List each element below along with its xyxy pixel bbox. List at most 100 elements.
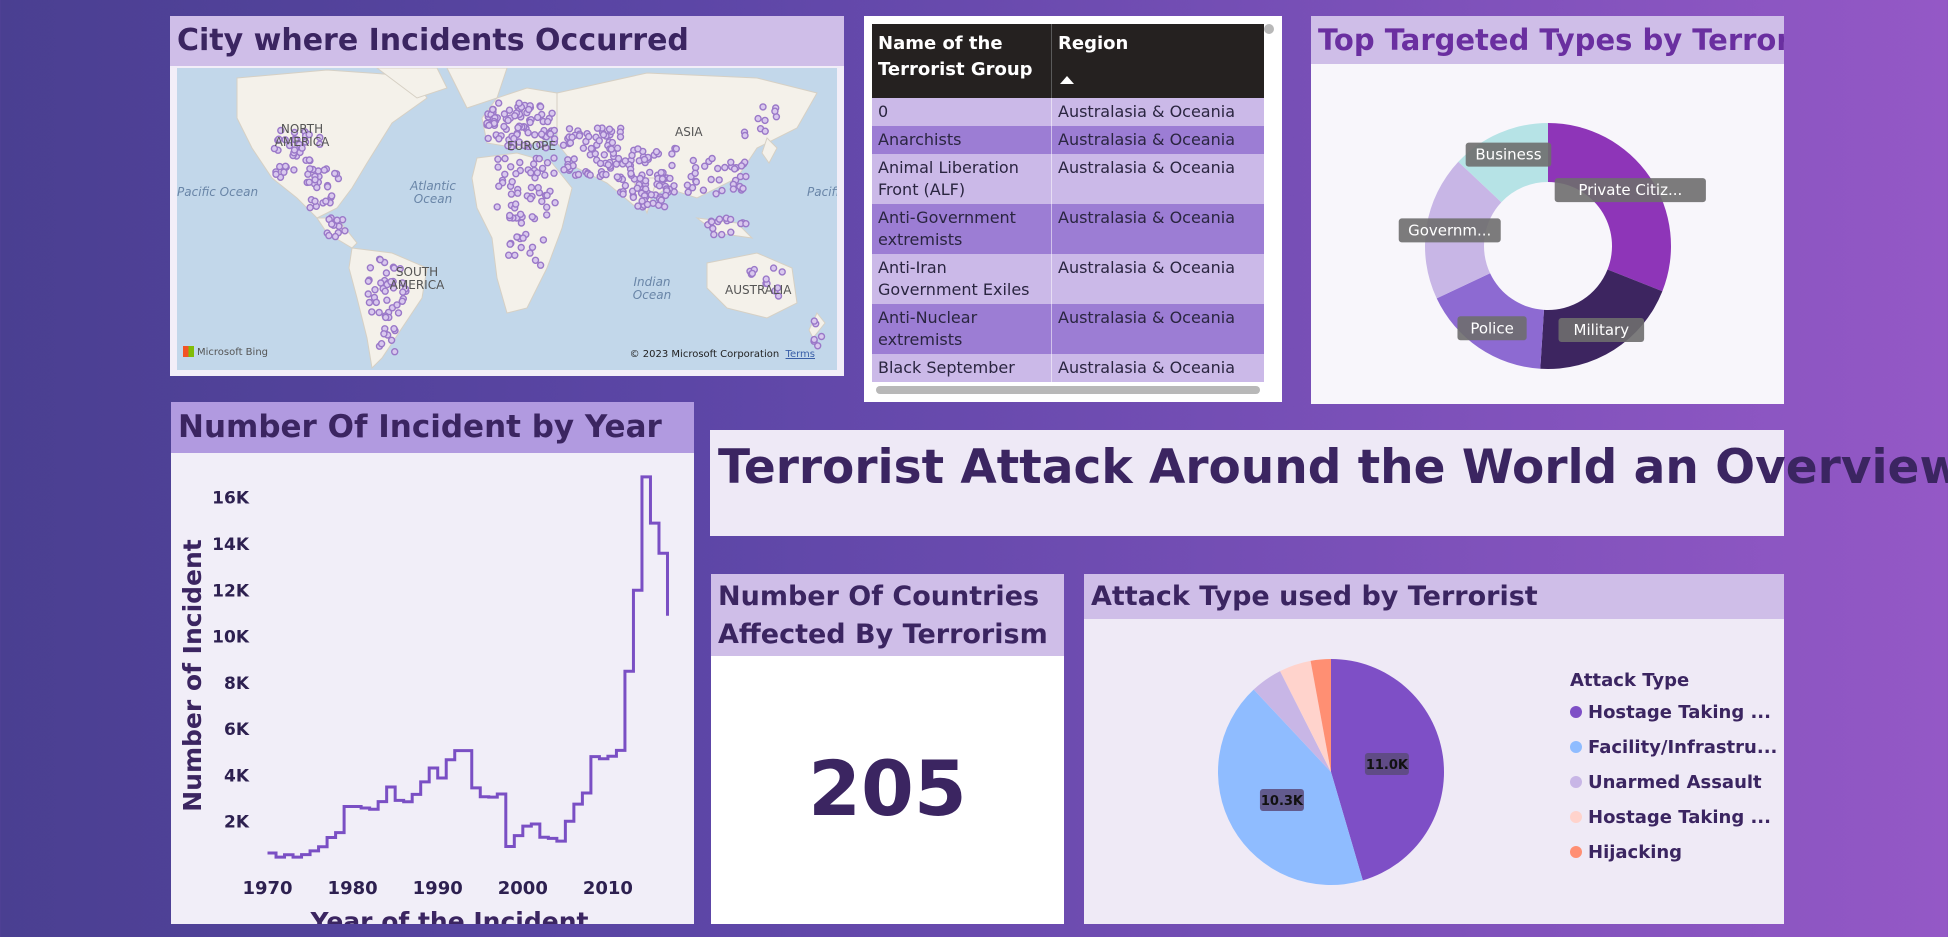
table-row[interactable]: Black September Australasia & Oceania bbox=[872, 354, 1264, 382]
pie-slice[interactable] bbox=[1253, 671, 1331, 772]
incident-dot bbox=[774, 292, 783, 300]
pie-slice[interactable] bbox=[1310, 659, 1331, 772]
column-header-region[interactable]: Region bbox=[1052, 24, 1264, 98]
vertical-scrollbar-thumb[interactable] bbox=[1264, 24, 1274, 34]
y-tick-label: 4K bbox=[224, 766, 250, 786]
incident-dot bbox=[372, 298, 381, 307]
incident-dot bbox=[398, 297, 407, 306]
legend-label: Hostage Taking ... bbox=[1588, 807, 1771, 828]
cell-region: Australasia & Oceania bbox=[1058, 308, 1235, 327]
incidents-by-year-chart[interactable]: 2K 4K 6K 8K 10K 12K 14K 16K 1970 1980 1990 2000 2010… bbox=[171, 453, 694, 924]
incident-dot bbox=[613, 173, 621, 181]
incident-dot bbox=[325, 231, 333, 240]
incident-dot bbox=[646, 168, 654, 177]
table-row[interactable]: Anti-Government extremists Australasia & … bbox=[872, 204, 1264, 254]
incident-dot bbox=[543, 203, 551, 211]
incident-dot bbox=[551, 198, 559, 207]
incident-dot bbox=[627, 169, 635, 178]
continent-label-asia: ASIA bbox=[675, 125, 703, 139]
incident-dot bbox=[396, 264, 404, 273]
incident-dot bbox=[742, 172, 750, 181]
incident-dot bbox=[290, 166, 298, 174]
legend-item[interactable]: Hostage Taking ... bbox=[1570, 702, 1771, 723]
y-axis-label: Number of Incident bbox=[178, 539, 207, 812]
legend-title: Attack Type bbox=[1570, 670, 1690, 691]
legend-dot-icon bbox=[1570, 706, 1582, 718]
incident-dot bbox=[531, 131, 539, 139]
incident-dot bbox=[726, 215, 735, 224]
terrorist-group-table: Name of the Terrorist Group Region 0 Aust… bbox=[872, 24, 1264, 386]
sort-ascending-icon[interactable] bbox=[1060, 76, 1074, 84]
incident-dot bbox=[550, 154, 558, 162]
incident-dot bbox=[727, 158, 735, 167]
incident-dot bbox=[683, 181, 692, 189]
incident-dot bbox=[381, 287, 389, 295]
y-tick-label: 8K bbox=[224, 674, 250, 694]
table-row[interactable]: Animal Liberation Front (ALF) Australasia… bbox=[872, 154, 1264, 204]
table-row[interactable]: Anarchists Australasia & Oceania bbox=[872, 126, 1264, 154]
incident-dot bbox=[668, 161, 676, 170]
incident-dot bbox=[504, 116, 512, 125]
incident-dot bbox=[546, 130, 555, 138]
target-types-donut-chart[interactable]: Private Citiz... Military Police Governm...… bbox=[1311, 64, 1784, 404]
attack-types-pie-chart[interactable]: 11.0K 10.3K bbox=[1084, 619, 1504, 924]
incident-dot bbox=[500, 110, 509, 118]
ocean-label-indian: Indian Ocean bbox=[632, 275, 672, 302]
incident-dot bbox=[628, 151, 636, 160]
incident-dot bbox=[390, 348, 399, 356]
legend-item[interactable]: Facility/Infrastru... bbox=[1570, 737, 1777, 758]
incident-dot bbox=[376, 255, 384, 264]
incident-dot bbox=[505, 106, 514, 114]
horizontal-scrollbar-thumb[interactable] bbox=[876, 386, 1260, 394]
overview-banner: Terrorist Attack Around the World an Ove… bbox=[710, 430, 1948, 536]
svg-text:Governm...: Governm... bbox=[1408, 221, 1491, 239]
incident-dot bbox=[381, 313, 390, 322]
countries-count-value: 205 bbox=[808, 744, 967, 833]
incident-dot bbox=[512, 169, 520, 178]
table-row[interactable]: Anti-Iran Government Exiles Australasia &… bbox=[872, 254, 1264, 304]
legend-item[interactable]: Unarmed Assault bbox=[1570, 772, 1762, 793]
pie-slice[interactable] bbox=[1218, 689, 1363, 885]
legend-item[interactable]: Hijacking bbox=[1570, 842, 1682, 863]
map-terms-link[interactable]: Terms bbox=[785, 349, 815, 360]
incident-dot bbox=[494, 163, 502, 171]
incident-dot bbox=[316, 140, 324, 148]
table-row[interactable]: 0 Australasia & Oceania bbox=[872, 98, 1264, 126]
column-header-group[interactable]: Name of the Terrorist Group bbox=[872, 24, 1052, 98]
incident-dot bbox=[730, 165, 739, 173]
legend-item[interactable]: Hostage Taking ... bbox=[1570, 807, 1771, 828]
incident-dot bbox=[715, 176, 723, 184]
incident-dot bbox=[380, 330, 388, 338]
incident-dot bbox=[539, 236, 548, 244]
map-title: City where Incidents Occurred bbox=[170, 16, 844, 66]
incident-dot bbox=[507, 163, 515, 171]
incident-dot bbox=[301, 138, 310, 146]
world-map[interactable]: NORTH AMERICA EUROPE ASIA SOUTH AMERICA … bbox=[177, 68, 837, 370]
incident-dot bbox=[365, 298, 374, 307]
svg-text:11.0K: 11.0K bbox=[1366, 758, 1409, 773]
pie-slice[interactable] bbox=[1280, 660, 1331, 772]
incident-dot bbox=[517, 243, 525, 252]
incident-series-line[interactable] bbox=[267, 475, 669, 859]
incident-dot bbox=[604, 161, 612, 169]
dashboard-title: Terrorist Attack Around the World an Ove… bbox=[718, 440, 1948, 495]
cell-region: Australasia & Oceania bbox=[1058, 102, 1235, 121]
incident-dot bbox=[485, 121, 493, 130]
pie-title: Attack Type used by Terrorist bbox=[1084, 574, 1784, 619]
incident-dot bbox=[530, 160, 538, 168]
table-row[interactable]: Anti-Nuclear extremists Australasia & Oce… bbox=[872, 304, 1264, 354]
incident-dot bbox=[495, 99, 503, 107]
incident-dot bbox=[619, 190, 627, 198]
incident-dot bbox=[534, 113, 542, 122]
incident-dot bbox=[277, 126, 285, 135]
x-axis-label: Year of the Incident bbox=[310, 907, 589, 924]
donut-slice[interactable] bbox=[1548, 123, 1671, 292]
incident-dot bbox=[501, 170, 509, 179]
incident-dot bbox=[501, 154, 509, 163]
incident-dot bbox=[280, 168, 288, 176]
incident-dot bbox=[495, 182, 503, 190]
incident-dot bbox=[574, 170, 583, 179]
incident-dot bbox=[629, 193, 638, 202]
incident-dot bbox=[526, 249, 534, 257]
incident-dot bbox=[550, 135, 559, 143]
